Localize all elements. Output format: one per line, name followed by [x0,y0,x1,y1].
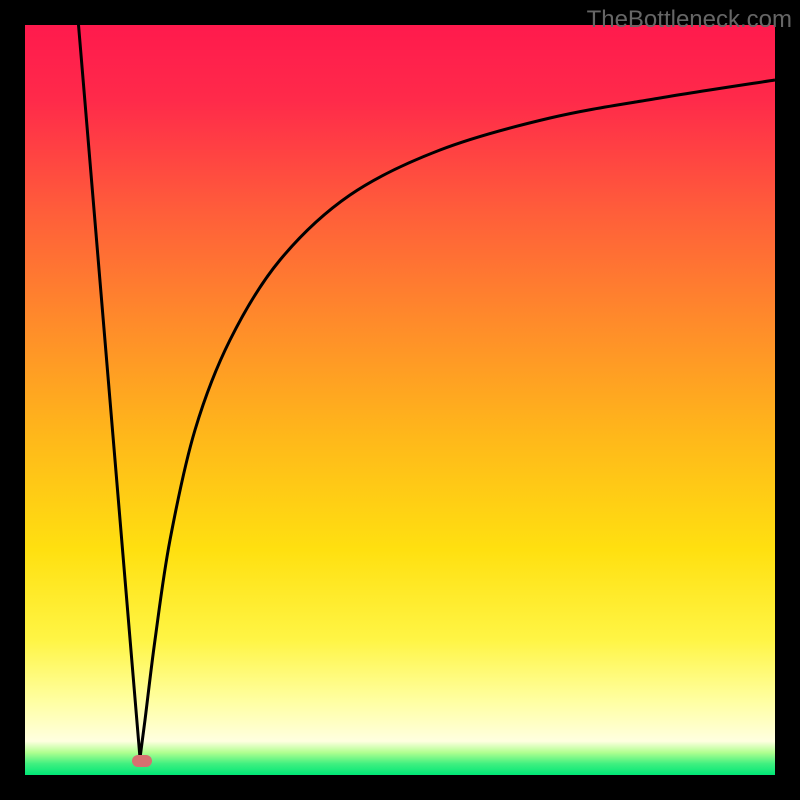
bottleneck-chart [0,0,800,800]
chart-container: TheBottleneck.com [0,0,800,800]
plot-background [25,25,775,775]
watermark-text: TheBottleneck.com [587,6,792,34]
minimum-marker [132,755,152,767]
